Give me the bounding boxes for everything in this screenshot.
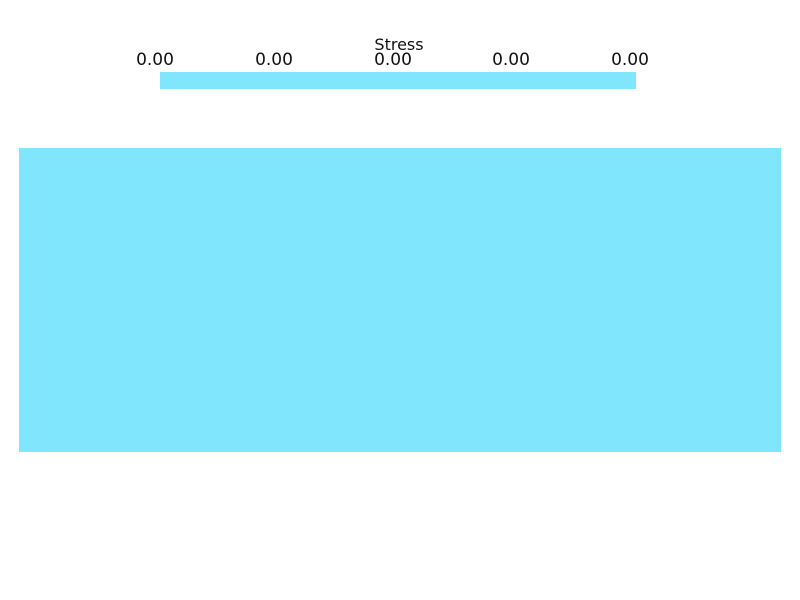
mesh-surface xyxy=(19,148,781,452)
scalar-bar-tick-label: 0.00 xyxy=(611,50,649,70)
scalar-bar-tick-label: 0.00 xyxy=(492,50,530,70)
scalar-bar-color-strip xyxy=(160,72,636,89)
scalar-bar-title: Stress xyxy=(374,35,424,54)
scalar-bar-tick-label: 0.00 xyxy=(255,50,293,70)
scalar-bar-tick-label: 0.00 xyxy=(374,50,412,70)
scalar-bar-tick-label: 0.00 xyxy=(136,50,174,70)
